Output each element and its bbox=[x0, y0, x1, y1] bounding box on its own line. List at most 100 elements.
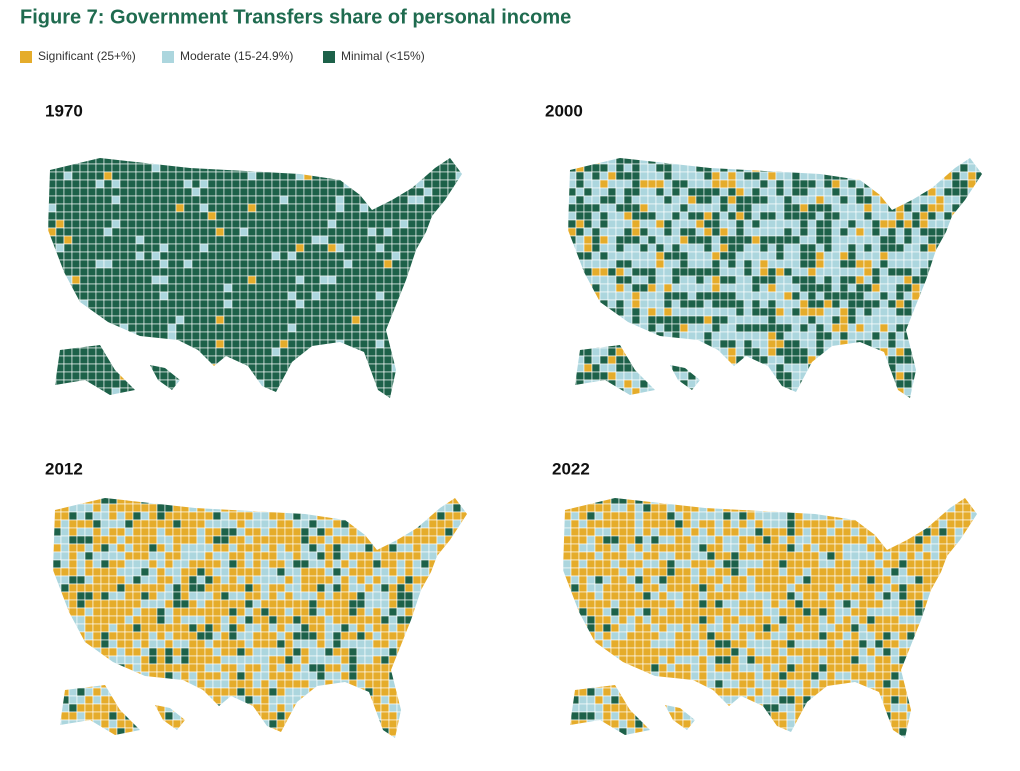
county bbox=[919, 163, 929, 173]
county bbox=[287, 211, 297, 221]
county bbox=[391, 339, 401, 349]
county bbox=[191, 331, 201, 341]
county bbox=[184, 148, 192, 156]
county bbox=[711, 251, 721, 261]
county bbox=[268, 498, 278, 505]
county bbox=[183, 275, 193, 285]
county bbox=[432, 404, 440, 412]
county bbox=[191, 315, 201, 325]
county bbox=[260, 735, 270, 738]
county bbox=[125, 488, 133, 496]
county bbox=[197, 480, 205, 488]
county bbox=[903, 251, 913, 261]
county bbox=[295, 195, 305, 205]
county bbox=[664, 404, 672, 412]
county bbox=[53, 498, 62, 505]
county bbox=[292, 498, 302, 505]
county bbox=[255, 195, 265, 205]
county bbox=[568, 251, 569, 261]
county bbox=[191, 227, 201, 237]
county bbox=[343, 363, 353, 373]
county bbox=[276, 671, 286, 681]
county bbox=[140, 671, 150, 681]
county bbox=[319, 235, 329, 245]
county bbox=[311, 371, 321, 381]
county bbox=[119, 379, 129, 389]
county bbox=[927, 211, 937, 221]
county bbox=[284, 575, 294, 585]
county bbox=[284, 703, 294, 713]
county bbox=[431, 219, 441, 229]
county bbox=[319, 187, 329, 197]
county bbox=[719, 211, 729, 221]
county bbox=[108, 591, 118, 601]
county bbox=[212, 719, 222, 729]
county bbox=[903, 227, 913, 237]
county bbox=[967, 299, 977, 309]
county bbox=[399, 299, 409, 309]
county bbox=[332, 719, 342, 729]
county bbox=[303, 355, 313, 365]
county bbox=[228, 599, 238, 609]
county bbox=[399, 331, 409, 341]
county bbox=[143, 187, 153, 197]
county bbox=[407, 275, 417, 285]
county bbox=[116, 591, 126, 601]
county bbox=[623, 187, 633, 197]
county bbox=[687, 307, 697, 317]
county bbox=[48, 227, 57, 237]
county bbox=[911, 259, 921, 269]
county bbox=[180, 607, 190, 617]
county bbox=[759, 235, 769, 245]
county bbox=[607, 203, 617, 213]
county bbox=[53, 655, 54, 665]
county bbox=[383, 179, 393, 189]
county bbox=[53, 671, 62, 681]
county bbox=[967, 283, 977, 293]
county bbox=[415, 371, 425, 381]
county bbox=[284, 607, 294, 617]
county bbox=[399, 227, 409, 237]
county bbox=[247, 291, 257, 301]
county bbox=[316, 599, 326, 609]
county bbox=[575, 355, 585, 365]
county bbox=[655, 339, 665, 349]
county bbox=[967, 387, 977, 397]
county bbox=[76, 519, 86, 529]
county bbox=[325, 744, 333, 752]
county bbox=[279, 339, 289, 349]
county bbox=[751, 283, 761, 293]
county bbox=[263, 243, 273, 253]
county bbox=[775, 395, 785, 398]
county bbox=[340, 519, 350, 529]
county bbox=[272, 404, 280, 412]
county bbox=[863, 203, 873, 213]
county bbox=[156, 703, 166, 713]
county bbox=[284, 727, 294, 737]
county bbox=[287, 251, 297, 261]
county bbox=[53, 527, 62, 537]
county bbox=[84, 535, 94, 545]
county bbox=[55, 339, 65, 349]
county bbox=[575, 211, 585, 221]
county bbox=[239, 355, 249, 365]
county bbox=[831, 158, 841, 165]
county bbox=[447, 187, 457, 197]
county bbox=[220, 535, 230, 545]
county bbox=[623, 235, 633, 245]
county bbox=[292, 503, 302, 513]
county bbox=[252, 511, 262, 521]
county bbox=[927, 395, 937, 398]
county bbox=[343, 395, 353, 398]
county bbox=[407, 179, 417, 189]
county bbox=[663, 291, 673, 301]
county bbox=[175, 195, 185, 205]
county bbox=[367, 283, 377, 293]
county bbox=[271, 395, 281, 398]
county bbox=[271, 379, 281, 389]
county bbox=[719, 251, 729, 261]
county bbox=[87, 355, 97, 365]
county bbox=[583, 291, 593, 301]
county bbox=[183, 267, 193, 277]
county bbox=[391, 371, 401, 381]
